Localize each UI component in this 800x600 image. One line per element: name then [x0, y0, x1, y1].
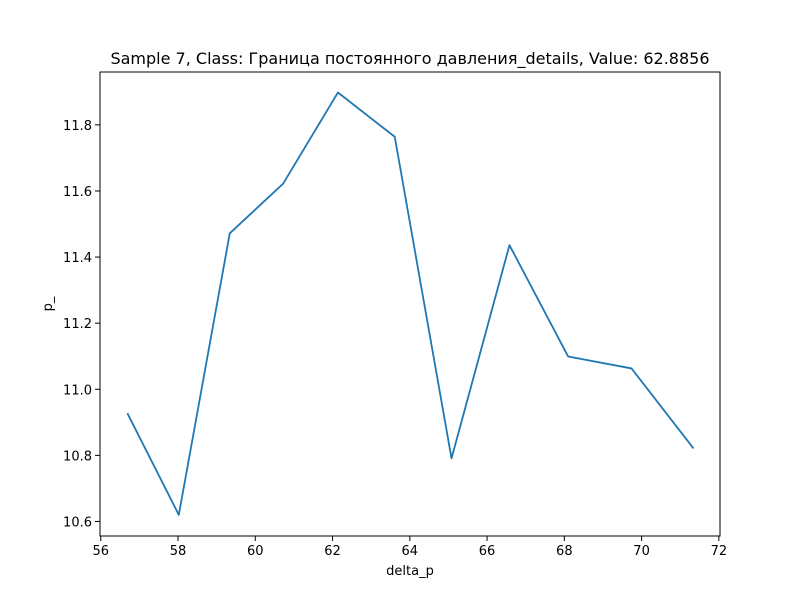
x-tick-label: 72	[711, 544, 728, 559]
y-tick-label: 11.6	[63, 185, 92, 200]
x-tick-label: 58	[170, 544, 187, 559]
y-tick-label: 11.2	[63, 317, 92, 332]
x-tick-label: 68	[556, 544, 573, 559]
y-tick-label: 10.8	[63, 449, 92, 464]
y-tick-label: 11.4	[63, 251, 92, 266]
y-tick-label: 11.0	[63, 383, 92, 398]
x-tick-label: 56	[92, 544, 109, 559]
chart-title: Sample 7, Class: Граница постоянного дав…	[110, 49, 709, 69]
plot-frame	[99, 71, 721, 537]
x-axis: 56 58 60 62 64 66 68 70 72	[92, 536, 727, 559]
series-line	[126, 91, 695, 516]
x-tick-label: 70	[633, 544, 650, 559]
y-tick-label: 10.6	[63, 515, 92, 530]
x-tick-label: 66	[479, 544, 496, 559]
y-axis: 10.6 10.8 11.0 11.2 11.4 11.6 11.8	[63, 119, 100, 530]
x-tick-label: 60	[247, 544, 264, 559]
y-tick-label: 11.8	[63, 119, 92, 134]
x-tick-label: 62	[324, 544, 341, 559]
y-axis-label: p_	[41, 296, 56, 311]
x-tick-label: 64	[402, 544, 419, 559]
x-axis-label: delta_p	[386, 564, 434, 579]
plot-area	[126, 91, 695, 516]
